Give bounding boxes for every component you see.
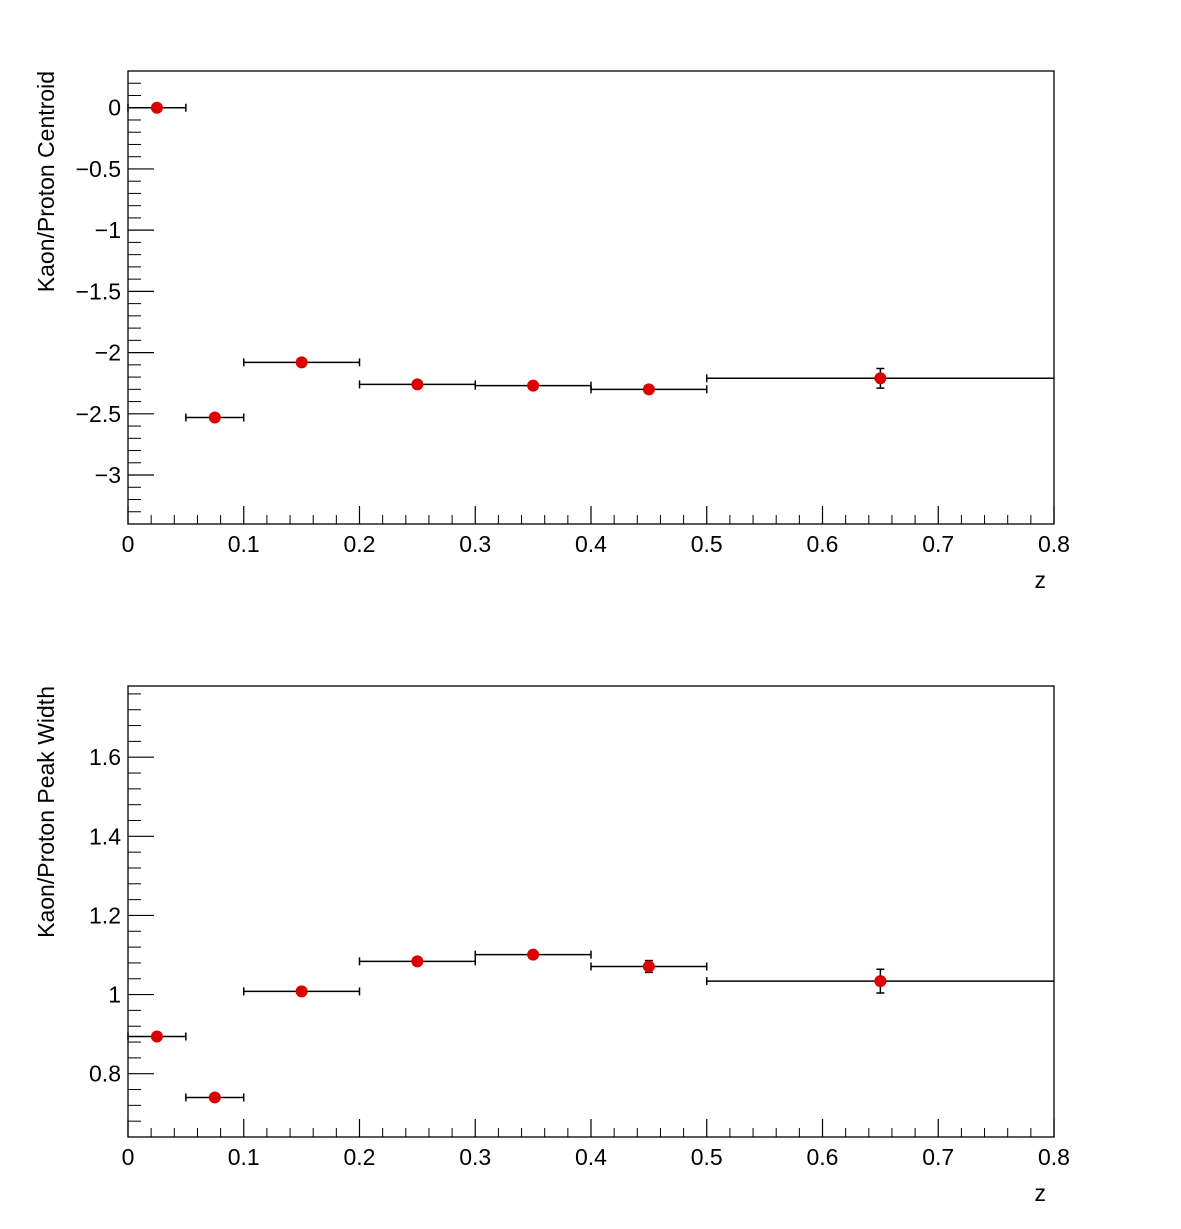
- y-tick-label: 1.4: [89, 823, 121, 849]
- y-tick-label: −0.5: [76, 156, 121, 182]
- x-tick-label: 0.5: [691, 531, 723, 557]
- y-axis-title: Kaon/Proton Centroid: [33, 71, 59, 292]
- data-point: [208, 411, 221, 424]
- data-point: [527, 379, 540, 392]
- panel-centroid: 0 0.1 0.2 0.3 0.4 0.5 0.6 0.7 0.8 0 −0.5 −1 −1.5 −2 −2…: [33, 70, 1070, 593]
- data-point: [150, 1030, 163, 1043]
- panel-peak-width: 0 0.1 0.2 0.3 0.4 0.5 0.6 0.7 0.8 0.8 1 1.2 1.4 1.6 z K…: [33, 685, 1070, 1206]
- x-tick-label: 0.2: [344, 531, 376, 557]
- x-tick-label: 0: [122, 531, 135, 557]
- y-axis-title: Kaon/Proton Peak Width: [33, 686, 59, 938]
- data-point: [411, 378, 424, 391]
- y-tick-label: 0: [108, 95, 121, 121]
- x-tick-label: 0.7: [922, 531, 954, 557]
- plot-frame: [127, 685, 1055, 1138]
- data-point: [208, 1091, 221, 1104]
- x-tick-label: 0.8: [1038, 1144, 1070, 1170]
- x-tick-label: 0.3: [459, 531, 491, 557]
- x-tick-label: 0: [122, 1144, 135, 1170]
- x-tick-label: 0.8: [1038, 531, 1070, 557]
- x-tick-label: 0.2: [344, 1144, 376, 1170]
- x-tick-label: 0.4: [575, 1144, 607, 1170]
- data-point: [295, 985, 308, 998]
- x-tick-label: 0.1: [228, 531, 260, 557]
- y-tick-label: −3: [95, 462, 121, 488]
- data-point: [295, 356, 308, 369]
- data-point: [150, 101, 163, 114]
- y-tick-label: −2.5: [76, 401, 121, 427]
- y-tick-label: 1.2: [89, 902, 121, 928]
- x-tick-label: 0.6: [807, 531, 839, 557]
- x-tick-label: 0.4: [575, 531, 607, 557]
- data-point: [642, 383, 655, 396]
- data-point: [874, 372, 887, 385]
- y-tick-label: 1.6: [89, 744, 121, 770]
- x-tick-label: 0.3: [459, 1144, 491, 1170]
- y-tick-label: −1.5: [76, 278, 121, 304]
- y-tick-label: 0.8: [89, 1061, 121, 1087]
- plot-frame: [127, 70, 1055, 525]
- x-tick-label: 0.6: [807, 1144, 839, 1170]
- x-axis-title: z: [1035, 567, 1047, 593]
- data-point: [874, 975, 887, 988]
- x-tick-label: 0.7: [922, 1144, 954, 1170]
- data-point: [411, 955, 424, 968]
- x-tick-label: 0.5: [691, 1144, 723, 1170]
- x-tick-label: 0.1: [228, 1144, 260, 1170]
- y-tick-label: 1: [108, 982, 121, 1008]
- data-point: [527, 948, 540, 961]
- data-point: [642, 960, 655, 973]
- y-tick-label: −2: [95, 340, 121, 366]
- y-tick-label: −1: [95, 217, 121, 243]
- x-axis-title: z: [1035, 1180, 1047, 1206]
